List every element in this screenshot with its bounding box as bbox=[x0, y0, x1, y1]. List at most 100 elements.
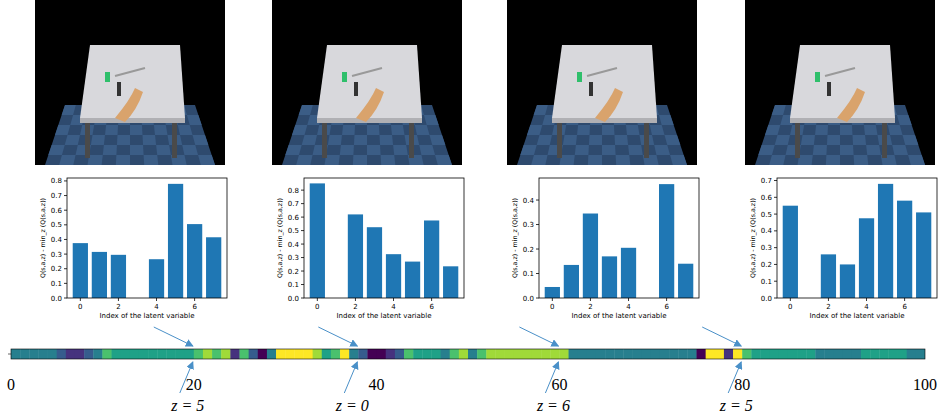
cell bbox=[276, 349, 286, 359]
floor-tile bbox=[105, 125, 118, 135]
cell bbox=[48, 349, 58, 359]
bar bbox=[443, 266, 458, 298]
y-tick-label: 0.1 bbox=[288, 281, 299, 289]
cell bbox=[742, 349, 752, 359]
cell bbox=[66, 349, 76, 359]
cell bbox=[11, 349, 21, 359]
cell bbox=[541, 349, 551, 359]
tool bbox=[352, 68, 382, 76]
y-tick-label: 0.0 bbox=[523, 295, 534, 303]
floor-tile bbox=[55, 125, 70, 135]
y-tick bbox=[301, 284, 304, 285]
y-tick bbox=[301, 203, 304, 204]
x-tick-label: 2 bbox=[826, 303, 830, 311]
cell bbox=[678, 349, 688, 359]
annotation-arrow bbox=[728, 362, 741, 393]
y-tick-label: 0.6 bbox=[51, 207, 63, 215]
cell bbox=[176, 349, 186, 359]
y-tick-label: 0.8 bbox=[288, 187, 299, 195]
strip-frame bbox=[11, 349, 925, 359]
robot-hand bbox=[115, 88, 143, 122]
y-tick bbox=[536, 249, 539, 250]
floor-tile bbox=[826, 155, 840, 165]
x-tick bbox=[317, 298, 318, 301]
cell bbox=[294, 349, 304, 359]
y-tick bbox=[774, 214, 777, 215]
floor-tile bbox=[91, 135, 105, 145]
cell bbox=[404, 349, 414, 359]
target bbox=[105, 72, 110, 82]
bar bbox=[859, 218, 874, 298]
cell bbox=[797, 349, 807, 359]
bar bbox=[92, 252, 107, 298]
cell bbox=[441, 349, 451, 359]
floor-tile bbox=[815, 125, 828, 135]
floor-tile bbox=[602, 125, 615, 135]
floor-tile bbox=[602, 145, 616, 155]
cell bbox=[166, 349, 176, 359]
floor-tile bbox=[380, 135, 394, 145]
scene-bg bbox=[507, 0, 697, 165]
floor-tile bbox=[292, 125, 307, 135]
cell bbox=[20, 349, 30, 359]
x-tick-label: 2 bbox=[588, 303, 592, 311]
floor-tile bbox=[527, 125, 542, 135]
bars bbox=[545, 184, 694, 298]
floor-tile bbox=[531, 155, 547, 165]
y-axis-title: Q(s,a,z) - min_z (Q(s,a,z)) bbox=[39, 198, 47, 278]
bar bbox=[545, 287, 560, 298]
bar-chart: 0.00.10.20.30.40.50.60.70246Index of the… bbox=[749, 177, 937, 320]
panel-arrow bbox=[318, 327, 357, 346]
y-tick-label: 0.7 bbox=[288, 200, 299, 208]
x-tick-label: 6 bbox=[429, 303, 434, 311]
floor-tile bbox=[419, 145, 435, 155]
floor-tile bbox=[534, 105, 548, 115]
cell bbox=[240, 349, 250, 359]
x-tick bbox=[156, 298, 157, 301]
bar bbox=[168, 184, 183, 298]
latent-strip: 020406080100z = 5z = 0z = 6z = 5 bbox=[7, 327, 937, 414]
cell bbox=[93, 349, 103, 359]
cell bbox=[386, 349, 396, 359]
floor-tile bbox=[299, 105, 313, 115]
cell bbox=[669, 349, 679, 359]
cell bbox=[431, 349, 441, 359]
x-tick bbox=[194, 298, 195, 301]
y-tick bbox=[536, 224, 539, 225]
cell bbox=[157, 349, 167, 359]
bar bbox=[878, 184, 893, 298]
y-tick bbox=[774, 180, 777, 181]
y-tick bbox=[64, 224, 67, 225]
cell bbox=[550, 349, 560, 359]
y-tick-label: 0.2 bbox=[288, 268, 299, 276]
floor-tile bbox=[103, 145, 117, 155]
cell bbox=[495, 349, 505, 359]
x-tick bbox=[431, 298, 432, 301]
cell bbox=[514, 349, 524, 359]
x-tick-label: 0 bbox=[7, 376, 15, 393]
cell bbox=[760, 349, 770, 359]
floor-tile bbox=[866, 145, 881, 155]
floor-tile bbox=[520, 145, 536, 155]
floor-tile bbox=[156, 145, 171, 155]
y-tick-label: 0.8 bbox=[51, 177, 62, 185]
cell bbox=[148, 349, 158, 359]
scene-bg bbox=[745, 0, 935, 165]
cell bbox=[377, 349, 387, 359]
cell bbox=[614, 349, 624, 359]
y-tick bbox=[301, 190, 304, 191]
cell bbox=[267, 349, 277, 359]
cell bbox=[824, 349, 834, 359]
floor-tile bbox=[827, 135, 840, 145]
y-tick-label: 0.2 bbox=[51, 265, 62, 273]
x-tick-label: 2 bbox=[116, 303, 120, 311]
table-leg bbox=[322, 118, 327, 158]
floor-tile bbox=[801, 135, 815, 145]
y-tick bbox=[64, 268, 67, 269]
cell bbox=[413, 349, 423, 359]
floor-tile bbox=[144, 155, 159, 165]
object bbox=[117, 82, 121, 96]
bar bbox=[111, 255, 126, 298]
x-tick-label: 4 bbox=[864, 303, 869, 311]
cell bbox=[596, 349, 606, 359]
